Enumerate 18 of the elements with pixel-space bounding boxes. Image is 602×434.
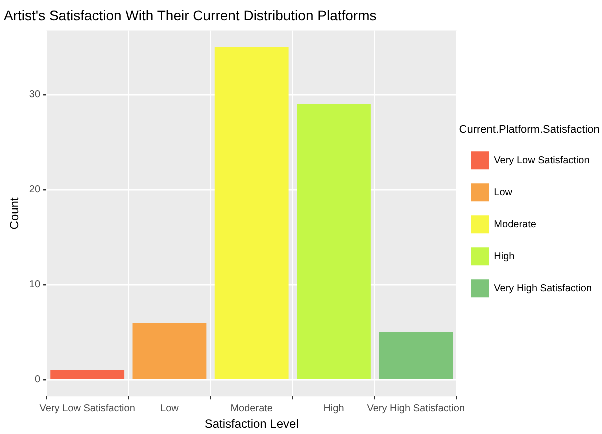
x-axis-title: Satisfaction Level <box>204 417 299 432</box>
x-tick-label: Very Low Satisfaction <box>40 403 136 414</box>
legend-label: Moderate <box>494 219 537 230</box>
legend-label: Very Low Satisfaction <box>494 155 590 166</box>
x-tick-label: Moderate <box>230 403 274 414</box>
legend-label: High <box>494 251 515 262</box>
legend-label: Very High Satisfaction <box>494 283 592 294</box>
y-axis-title: Count <box>8 197 22 230</box>
legend-title: Current.Platform.Satisfaction <box>459 124 600 136</box>
x-tick-label: Low <box>160 403 180 414</box>
legend-label: Low <box>494 187 514 198</box>
y-tick-label: 20 <box>29 184 41 196</box>
y-tick-label: 0 <box>34 374 41 386</box>
x-tick-label: High <box>324 403 344 414</box>
chart-title: Artist's Satisfaction With Their Current Distribution Platforms <box>4 7 377 24</box>
x-tick-label: Very High Satisfaction <box>367 403 466 414</box>
y-tick-label: 30 <box>29 90 41 101</box>
y-tick-label: 10 <box>29 280 41 291</box>
